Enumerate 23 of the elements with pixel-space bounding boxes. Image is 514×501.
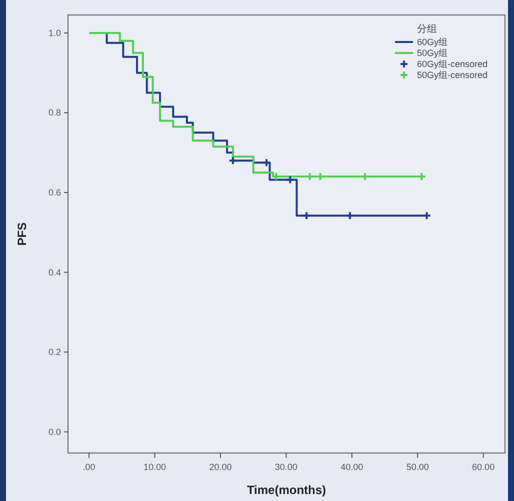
y-tick-label: 0.4	[48, 267, 61, 278]
x-tick-label: 40.00	[340, 462, 364, 472]
legend-label: 60Gy组	[417, 37, 448, 47]
x-tick-label: 30.00	[274, 462, 298, 472]
legend-label: 60Gy组-censored	[417, 59, 488, 69]
x-tick-label: 60.00	[472, 462, 495, 472]
y-tick-label: 0.8	[48, 108, 61, 118]
y-axis-title: PFS	[15, 222, 29, 246]
point	[286, 175, 295, 184]
x-axis-title: Time(months)	[246, 483, 326, 497]
x-tick-label: 20.00	[209, 462, 232, 472]
x-tick-label: .00	[82, 462, 96, 472]
y-tick-label: 0.2	[48, 347, 61, 358]
legend-title: 分组	[417, 23, 437, 35]
y-tick-label: 0.0	[48, 426, 61, 437]
y-tick-label: 0.6	[48, 188, 61, 198]
x-tick-label: 10.00	[143, 462, 166, 472]
legend-label: 50Gy组	[417, 48, 448, 58]
y-tick-label: 1.0	[48, 28, 61, 38]
x-tick-label: 50.00	[406, 462, 429, 472]
point	[228, 156, 238, 166]
point	[345, 211, 354, 220]
legend-label: 50Gy组-censored	[417, 70, 488, 80]
